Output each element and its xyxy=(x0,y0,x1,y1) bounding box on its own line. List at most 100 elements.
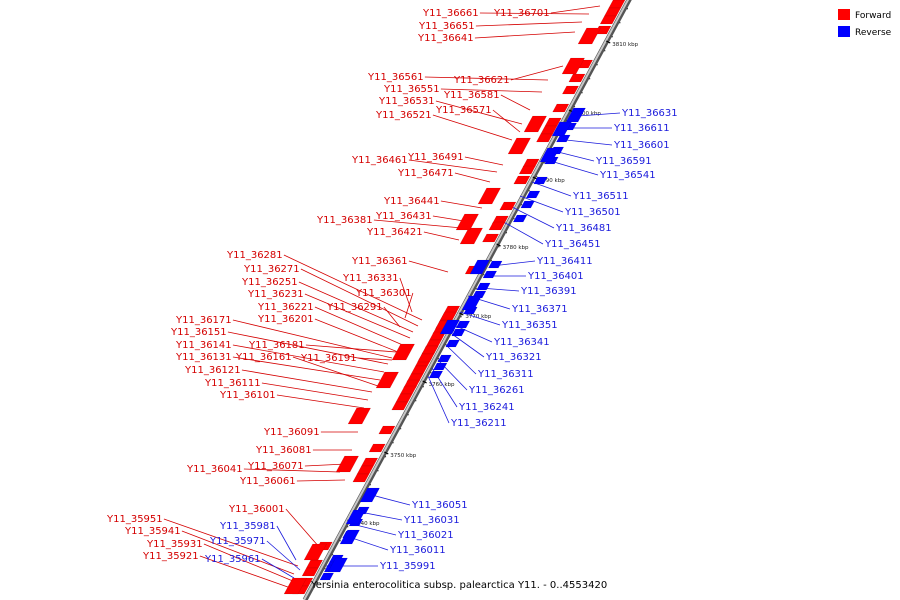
forward-gene-label: Y11_36001 xyxy=(228,504,285,515)
leader-line-forward xyxy=(399,277,413,313)
forward-gene-block xyxy=(568,73,586,83)
minor-tick xyxy=(505,232,508,234)
reverse-gene-label: Y11_36311 xyxy=(477,369,534,380)
legend: Forward Reverse xyxy=(838,9,892,38)
leader-line-forward xyxy=(199,555,303,593)
reverse-gene-label: Y11_35991 xyxy=(379,561,436,572)
forward-gene-label: Y11_36231 xyxy=(247,289,304,300)
minor-tick xyxy=(588,78,591,80)
forward-gene-block xyxy=(352,473,370,483)
leader-line-reverse xyxy=(565,139,613,146)
reverse-gene-block-large xyxy=(565,107,586,123)
forward-gene-block-large xyxy=(335,455,360,473)
leader-line-reverse xyxy=(266,540,301,571)
forward-gene-label: Y11_36331 xyxy=(342,273,399,284)
forward-gene-block xyxy=(488,221,506,231)
reverse-gene-label: Y11_36011 xyxy=(389,545,446,556)
minor-tick xyxy=(596,64,598,66)
leader-line-forward xyxy=(304,293,411,339)
forward-gene-label: Y11_36421 xyxy=(366,227,423,238)
reverse-gene-label: Y11_36411 xyxy=(536,256,593,267)
forward-gene-label: Y11_36071 xyxy=(247,461,304,472)
minor-tick xyxy=(422,386,424,388)
forward-gene-block-large xyxy=(303,543,328,561)
reverse-gene-block xyxy=(533,176,548,185)
leader-line-reverse xyxy=(351,523,397,536)
tick-label: 3770 kbp xyxy=(465,314,491,320)
leader-line-forward xyxy=(435,100,523,125)
tick-label: 3780 kbp xyxy=(503,245,529,251)
forward-gene-label: Y11_36701 xyxy=(493,8,550,19)
reverse-gene-block xyxy=(455,320,471,329)
forward-gene-label: Y11_36531 xyxy=(378,96,435,107)
leader-line-reverse xyxy=(451,333,485,358)
forward-gene-block-large xyxy=(391,343,416,361)
reverse-gene-block xyxy=(445,339,460,348)
forward-gene-label: Y11_36151 xyxy=(170,327,227,338)
legend-label-forward: Forward xyxy=(855,11,891,21)
forward-gene-label: Y11_36221 xyxy=(257,302,314,313)
reverse-gene-label: Y11_36511 xyxy=(572,191,629,202)
leader-line-forward xyxy=(261,382,369,401)
tick-label: 3800 kbp xyxy=(575,111,601,117)
tick-label: 3790 kbp xyxy=(539,178,565,184)
minor-tick xyxy=(475,288,477,290)
reverse-gene-label: Y11_36211 xyxy=(450,418,507,429)
forward-gene-label: Y11_36461 xyxy=(351,155,408,166)
reverse-gene-label: Y11_36051 xyxy=(411,500,468,511)
minor-tick xyxy=(520,204,523,206)
leader-line-reverse xyxy=(553,161,599,176)
forward-gene-label: Y11_36491 xyxy=(407,152,464,163)
forward-gene-label: Y11_35931 xyxy=(146,539,203,550)
reverse-gene-block-large xyxy=(551,121,572,137)
legend-swatch-forward xyxy=(838,9,850,20)
forward-gene-label: Y11_36301 xyxy=(355,288,412,299)
minor-tick xyxy=(460,316,462,318)
forward-gene-label: Y11_36641 xyxy=(417,33,474,44)
genome-axis xyxy=(303,0,630,600)
minor-tick xyxy=(399,428,402,430)
leader-line-reverse xyxy=(531,181,572,197)
reverse-gene-block xyxy=(555,134,571,143)
forward-gene-label: Y11_36121 xyxy=(184,365,241,376)
forward-gene-block-large xyxy=(347,407,372,425)
reverse-gene-label: Y11_36481 xyxy=(555,223,612,234)
forward-gene-label: Y11_36661 xyxy=(422,8,479,19)
tick-mark xyxy=(532,176,538,180)
forward-gene-block-large xyxy=(507,137,532,155)
forward-gene-label: Y11_36091 xyxy=(263,427,320,438)
leader-line-forward xyxy=(464,156,504,166)
forward-gene-label: Y11_35941 xyxy=(124,526,181,537)
tick-label: 3810 kbp xyxy=(612,42,638,48)
leader-line-reverse xyxy=(445,344,477,375)
forward-gene-block xyxy=(391,401,409,411)
leader-line-reverse xyxy=(261,558,295,579)
forward-gene-block xyxy=(513,175,531,185)
tick-label: 3750 kbp xyxy=(390,453,416,459)
tick-marks: 3810 kbp 3800 kbp 3790 kbp 3780 kbp 3770 kbp… xyxy=(316,8,639,584)
forward-gene-label: Y11_36361 xyxy=(351,256,408,267)
leader-line-reverse xyxy=(499,219,544,245)
leader-line-forward xyxy=(227,331,389,365)
reverse-gene-label: Y11_35971 xyxy=(209,536,266,547)
leader-line-reverse xyxy=(276,525,297,561)
tick-mark xyxy=(496,243,501,247)
reverse-gene-label: Y11_36321 xyxy=(485,352,542,363)
forward-gene-label: Y11_36521 xyxy=(375,110,432,121)
leader-line-forward xyxy=(276,394,365,409)
reverse-gene-label: Y11_36021 xyxy=(397,530,454,541)
forward-gene-block-large xyxy=(577,27,602,45)
reverse-gene-label: Y11_36631 xyxy=(621,108,678,119)
minor-tick xyxy=(490,260,492,262)
leader-line-forward xyxy=(304,463,347,467)
forward-gene-block-large xyxy=(561,57,586,75)
leader-line-forward xyxy=(314,306,406,347)
forward-gene-block xyxy=(368,443,386,453)
leader-line-reverse xyxy=(577,112,621,117)
forward-gene-label: Y11_36081 xyxy=(255,445,312,456)
forward-gene-block-large xyxy=(459,227,484,245)
leader-line-forward xyxy=(241,369,373,393)
forward-gene-block xyxy=(561,85,580,95)
reverse-gene-label: Y11_35961 xyxy=(204,554,261,565)
reverse-gene-label: Y11_36241 xyxy=(458,402,515,413)
